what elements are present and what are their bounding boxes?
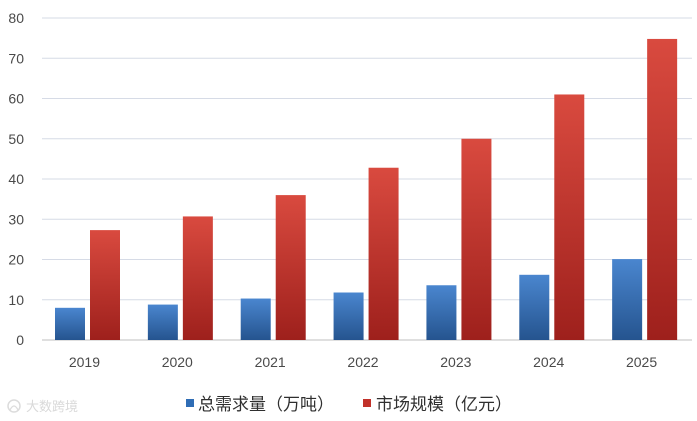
x-tick-label: 2019 [69,354,100,370]
bar-total-demand [612,259,643,340]
x-tick-label: 2021 [255,354,286,370]
y-tick-label: 30 [8,211,24,227]
watermark-logo-icon [7,399,21,413]
bar-total-demand [240,298,271,340]
gridlines [42,17,692,341]
y-tick-label: 10 [8,292,24,308]
y-tick-label: 70 [8,50,24,66]
bar-total-demand [426,285,457,340]
y-tick-label: 50 [8,131,24,147]
y-tick-label: 80 [8,10,24,26]
x-axis: 2019 2020 2021 2022 2023 2024 2025 [69,354,658,370]
legend-label-total-demand: 总需求量（万吨） [198,395,334,415]
bar-total-demand [519,274,550,340]
bar-market-size [461,138,492,340]
bar-total-demand [55,307,85,340]
x-tick-label: 2023 [440,354,471,370]
bar-market-size [275,195,306,340]
x-tick-label: 2022 [347,354,378,370]
bar-market-size [647,38,678,341]
legend: 总需求量（万吨） 市场规模（亿元） [186,395,512,415]
bar-market-size [368,167,399,340]
watermark-text: 大数跨境 [26,400,78,415]
watermark: 大数跨境 [7,399,78,415]
bar-market-size [182,216,213,340]
bar-total-demand [333,292,364,340]
legend-label-market-size: 市场规模（亿元） [376,395,512,415]
bar-market-size [90,230,120,340]
bar-total-demand [147,304,178,340]
bars [55,38,678,341]
legend-swatch-total-demand [186,399,194,407]
legend-swatch-market-size [363,399,371,407]
x-tick-label: 2024 [533,354,564,370]
x-tick-label: 2025 [626,354,657,370]
y-tick-label: 0 [16,332,24,348]
x-tick-label: 2020 [162,354,193,370]
y-tick-label: 40 [8,171,24,187]
y-axis: 0 10 20 30 40 50 60 70 80 [8,10,24,348]
bar-market-size [554,94,585,340]
y-tick-label: 20 [8,252,24,268]
y-tick-label: 60 [8,91,24,107]
